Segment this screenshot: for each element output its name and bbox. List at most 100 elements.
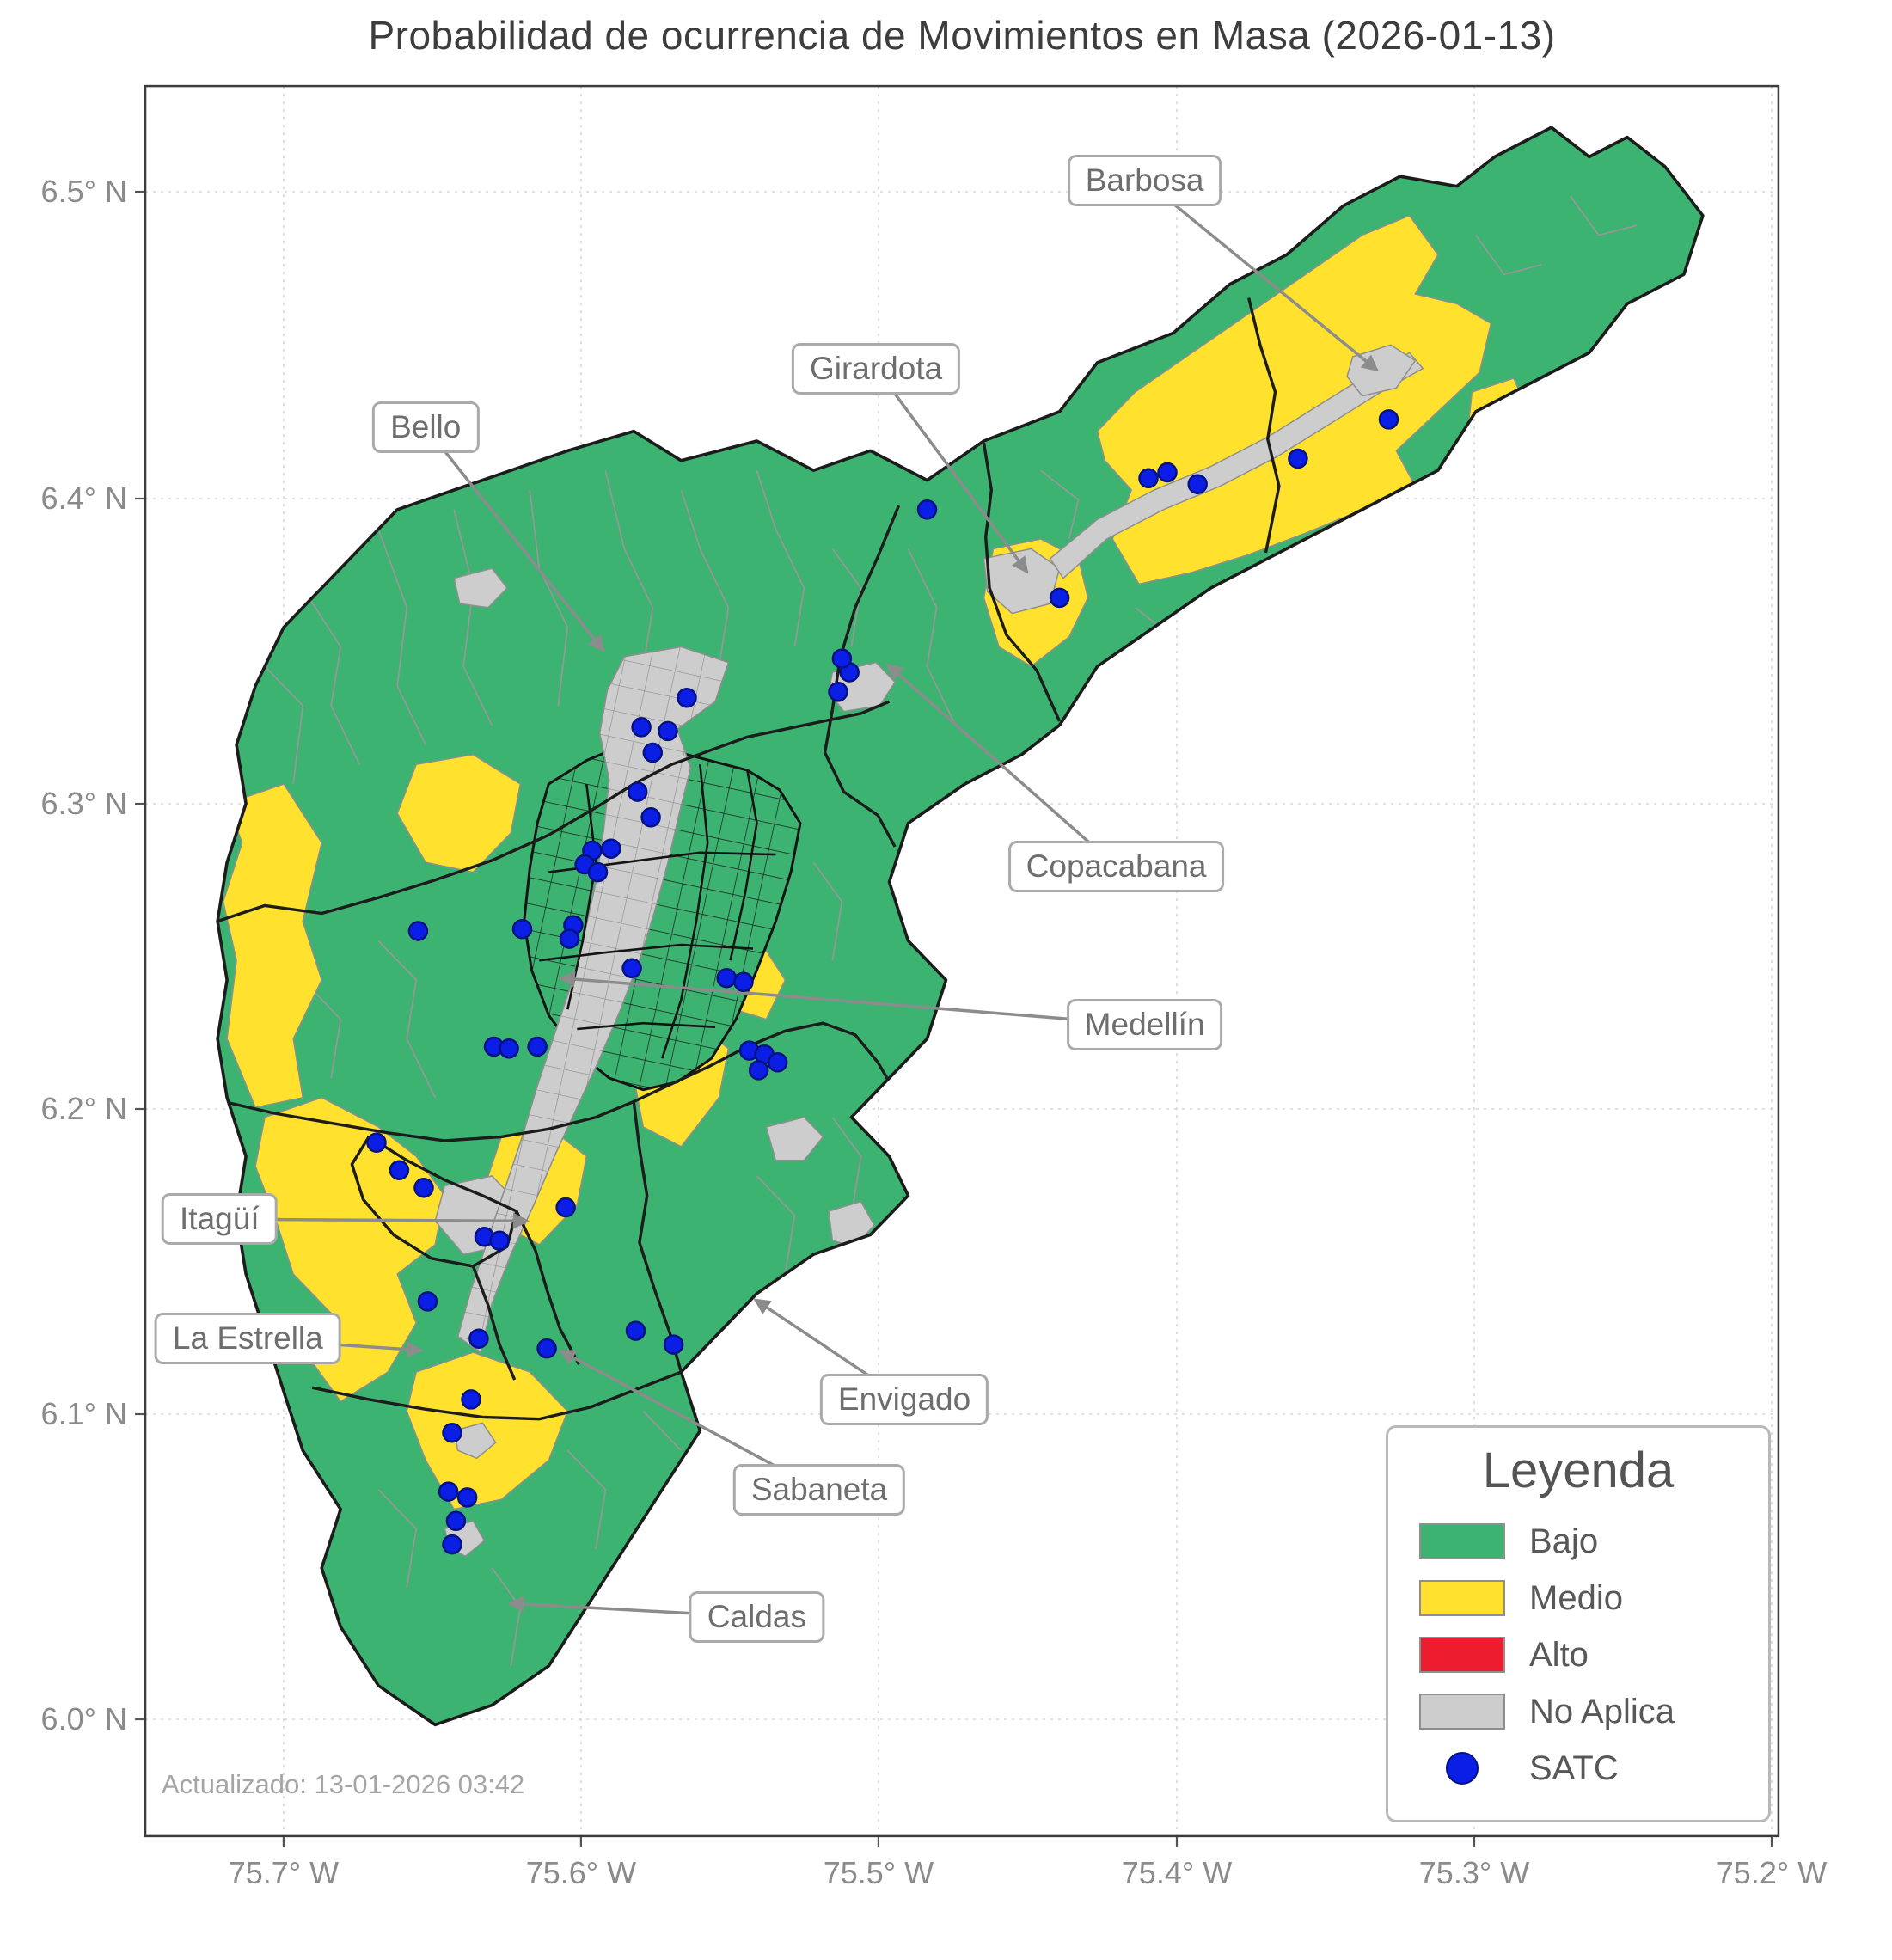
vereda-boundary (302, 587, 360, 765)
vereda-boundary (680, 489, 730, 667)
x-tick-label: 75.3° W (1418, 1855, 1530, 1890)
satc-station-dot (733, 971, 754, 993)
satc-station-dot (1288, 448, 1308, 469)
vereda-boundary (907, 548, 957, 726)
satc-station-dot (499, 1038, 519, 1059)
municipality-border (515, 1210, 580, 1365)
satc-station-dot (1138, 468, 1159, 489)
y-tick-label: 6.0° N (40, 1701, 127, 1737)
vereda-boundary (566, 1449, 607, 1549)
satc-station-dot (555, 1197, 576, 1218)
y-tick-label: 6.4° N (40, 481, 127, 517)
vereda-boundary (453, 509, 493, 726)
y-tick-label: 6.5° N (40, 173, 127, 209)
satc-station-dot (677, 687, 697, 708)
vereda-boundary (756, 469, 805, 647)
satc-station-dot (640, 807, 661, 828)
satc-station-dot (389, 1160, 410, 1180)
legend-item-alto: Alto (1388, 1626, 1768, 1683)
legend: Leyenda Bajo Medio Alto No Aplica SATC (1386, 1425, 1771, 1822)
vereda-boundary (377, 940, 436, 1099)
satc-station-dot (417, 1291, 438, 1312)
satc-station-dot (1049, 587, 1070, 609)
region-medium (396, 754, 522, 873)
satc-station-dot (366, 1132, 387, 1153)
legend-label: Bajo (1529, 1522, 1599, 1560)
legend-color-swatch (1419, 1523, 1505, 1559)
callout-arrow (558, 971, 1145, 1027)
municipality-border (823, 709, 897, 848)
satc-station-dot (536, 1338, 557, 1359)
satc-station-dot (442, 1422, 462, 1443)
vereda-boundary (1040, 469, 1080, 540)
callout-bello: Bello (372, 401, 480, 454)
region-outline (216, 126, 1705, 1727)
legend-title: Leyenda (1482, 1442, 1675, 1498)
satc-station-dot (511, 918, 533, 940)
figure-title: Probabilidad de ocurrencia de Movimiento… (368, 13, 1556, 58)
region-no-aplica (453, 567, 508, 609)
region-medium (222, 783, 323, 1109)
satc-station-dot (621, 958, 642, 979)
urban-no-aplica-grid (457, 646, 729, 1353)
satc-station-dot (663, 1334, 684, 1355)
vereda-boundary (377, 529, 426, 745)
vereda-boundary (831, 548, 862, 647)
legend-color-swatch (1419, 1637, 1505, 1673)
x-tick-label: 75.2° W (1716, 1855, 1828, 1890)
legend-item-bajo: Bajo (1388, 1513, 1768, 1570)
satc-station-dot (767, 1052, 788, 1073)
satc-station-dot (456, 1487, 478, 1508)
satc-station-dot (831, 648, 853, 669)
satc-station-dot (413, 1177, 434, 1198)
municipality-border (982, 443, 1062, 722)
satc-station-dot (748, 1060, 769, 1081)
satc-station-dot (527, 1036, 548, 1057)
satc-station-dot (489, 1230, 510, 1251)
callout-medellin: Medellín (1066, 999, 1223, 1051)
comuna-border (661, 764, 709, 1059)
legend-item-no-aplica: No Aplica (1388, 1683, 1768, 1740)
vereda-boundary (812, 861, 843, 961)
legend-rows: Bajo Medio Alto No Aplica SATC (1388, 1513, 1768, 1797)
callout-arrow (1143, 179, 1379, 372)
callout-arrow (424, 426, 605, 652)
satc-station-dot (716, 967, 737, 989)
legend-label: SATC (1529, 1749, 1619, 1787)
satc-station-dot (601, 838, 621, 859)
legend-label: Alto (1529, 1635, 1589, 1674)
legend-item-satc: SATC (1388, 1740, 1768, 1797)
satc-station-dot (445, 1510, 467, 1532)
vereda-boundary (604, 470, 654, 667)
legend-color-swatch (1419, 1694, 1505, 1730)
callout-arrow (885, 663, 1117, 868)
updated-timestamp: Actualizado: 13-01-2026 03:42 (162, 1769, 525, 1799)
satc-station-dot (559, 928, 580, 949)
x-tick-label: 75.7° W (228, 1855, 340, 1890)
satc-station-dot (828, 682, 848, 702)
satc-station-dot (438, 1481, 459, 1502)
y-tick-label: 6.3° N (40, 786, 127, 822)
municipality-border (350, 1135, 518, 1268)
callout-la-estrella: La Estrella (154, 1313, 341, 1365)
comuna-border (577, 1021, 716, 1031)
municipality-border (1247, 297, 1281, 554)
callout-itagui: Itagüí (162, 1193, 278, 1246)
municipality-border (632, 1101, 683, 1373)
vereda-boundary (1570, 195, 1638, 236)
satc-station-dot (442, 1534, 462, 1555)
satc-station-dot (631, 717, 652, 738)
satc-station-dot (1187, 474, 1208, 494)
legend-label: Medio (1529, 1578, 1623, 1617)
callout-barbosa: Barbosa (1067, 154, 1222, 206)
y-tick-label: 6.1° N (40, 1396, 127, 1432)
satc-station-dot (916, 499, 938, 520)
x-tick-label: 75.4° W (1121, 1855, 1233, 1890)
satc-station-dot (461, 1389, 481, 1410)
x-tick-label: 75.5° W (823, 1855, 934, 1890)
callout-sabaneta: Sabaneta (732, 1463, 906, 1516)
municipality-border (217, 700, 891, 923)
satc-station-dot (587, 861, 609, 883)
